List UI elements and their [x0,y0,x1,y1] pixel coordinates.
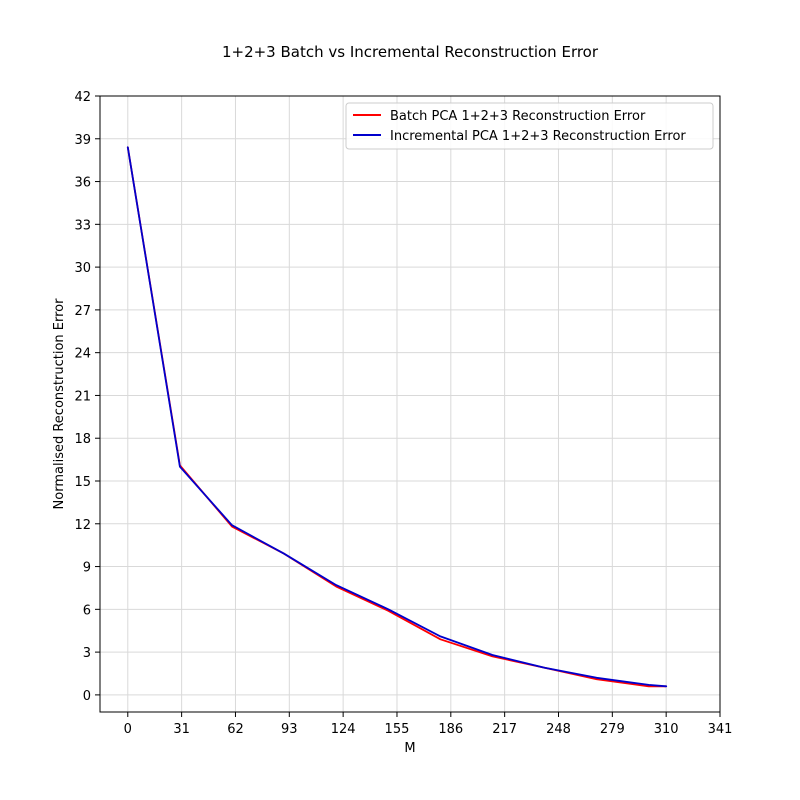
y-tick-label: 15 [74,475,91,490]
y-tick-label: 27 [74,304,91,319]
series-lines [126,146,668,688]
y-tick-label: 39 [74,133,91,148]
y-axis-label: Normalised Reconstruction Error [52,298,67,510]
legend: Batch PCA 1+2+3 Reconstruction Error Inc… [345,102,714,150]
x-tick-label: 62 [227,722,244,737]
x-tick-label: 279 [600,722,625,737]
legend-label-incremental: Incremental PCA 1+2+3 Reconstruction Err… [390,129,686,144]
x-tick-label: 93 [281,722,298,737]
x-tick-label: 155 [385,722,410,737]
y-tick-label: 18 [74,432,91,447]
x-tick-label: 0 [124,722,132,737]
axis-ticks: 0 31 62 93 124 155 186 217 248 279 310 341036912151… [74,90,732,737]
y-tick-label: 6 [83,603,91,618]
plot-frame [99,95,721,713]
legend-label-batch: Batch PCA 1+2+3 Reconstruction Error [390,109,646,124]
y-tick-label: 42 [74,90,91,105]
legend-box [345,102,714,150]
y-tick-label: 12 [74,518,91,533]
y-tick-label: 3 [83,646,91,661]
x-tick-label: 310 [654,722,679,737]
y-tick-label: 36 [74,176,91,191]
y-tick-label: 21 [74,389,91,404]
series-line-incremental [126,146,668,688]
x-tick-label: 217 [492,722,517,737]
y-tick-label: 33 [74,218,91,233]
chart-title: 1+2+3 Batch vs Incremental Reconstructio… [222,43,599,61]
x-tick-label: 248 [546,722,571,737]
x-tick-label: 186 [438,722,463,737]
x-tick-label: 124 [331,722,356,737]
x-tick-label: 341 [708,722,733,737]
y-tick-label: 0 [83,689,91,704]
y-tick-label: 9 [83,561,91,576]
y-tick-label: 24 [74,347,91,362]
x-axis-label: M [404,741,415,756]
y-tick-label: 30 [74,261,91,276]
x-tick-label: 31 [173,722,190,737]
